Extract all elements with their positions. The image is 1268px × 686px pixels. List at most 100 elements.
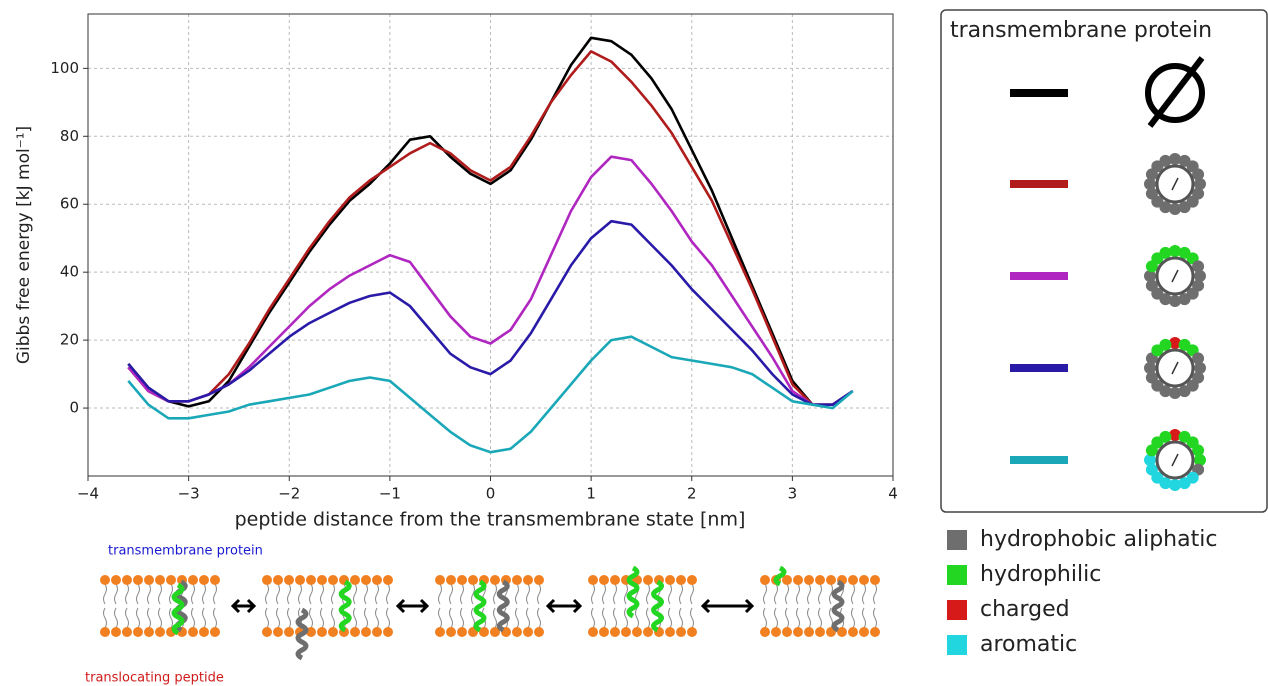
residue-bead xyxy=(1159,246,1172,259)
lipid-tail xyxy=(449,583,453,629)
lipid-head xyxy=(815,627,825,637)
transition-arrow xyxy=(395,598,430,614)
lipid-tail xyxy=(213,583,217,629)
lipid-tail xyxy=(785,583,789,629)
residue-label: hydrophilic xyxy=(980,562,1101,587)
lipid-head xyxy=(793,627,803,637)
residue-bead xyxy=(1145,371,1158,384)
lipid-head xyxy=(284,575,294,585)
residue-bead xyxy=(1194,270,1206,282)
lipid-head xyxy=(199,627,209,637)
lipid-head xyxy=(665,627,675,637)
lipid-tail xyxy=(537,583,541,629)
x-tick-label: −2 xyxy=(278,485,300,503)
lipid-head xyxy=(100,627,110,637)
lipid-head xyxy=(133,575,143,585)
lipid-tail xyxy=(331,583,335,629)
lipid-head xyxy=(870,627,880,637)
lipid-head xyxy=(837,627,847,637)
lipid-head xyxy=(621,627,631,637)
helix xyxy=(831,579,845,633)
x-tick-label: 0 xyxy=(486,485,496,503)
residue-bead xyxy=(1192,168,1205,181)
lipid-head xyxy=(273,627,283,637)
plot-frame xyxy=(87,13,894,477)
lipid-tail xyxy=(276,583,280,629)
lipid-head xyxy=(782,575,792,585)
residue-bead xyxy=(1169,337,1181,349)
lipid-tail xyxy=(471,583,475,629)
lipid-head xyxy=(210,575,220,585)
lipid-head xyxy=(295,575,305,585)
lipid-head xyxy=(133,627,143,637)
lipid-tail xyxy=(169,583,173,629)
lipid-tail xyxy=(774,583,778,629)
lipid-tail xyxy=(829,583,833,629)
lipid-head xyxy=(155,575,165,585)
lipid-head xyxy=(826,575,836,585)
residue-swatch xyxy=(947,530,967,550)
lipid-head xyxy=(793,575,803,585)
data-line xyxy=(127,50,854,406)
lipid-tail xyxy=(679,583,683,629)
lipid-tail xyxy=(796,583,800,629)
residue-label: hydrophobic aliphatic xyxy=(980,527,1217,552)
lipid-tail xyxy=(320,583,324,629)
lipid-head xyxy=(490,627,500,637)
lipid-tail xyxy=(191,583,195,629)
lipid-head xyxy=(262,627,272,637)
protein-axis xyxy=(1171,269,1179,283)
lipid-head xyxy=(372,627,382,637)
lipid-tail xyxy=(646,583,650,629)
data-line xyxy=(127,335,854,454)
lipid-head xyxy=(284,627,294,637)
lipid-tail xyxy=(364,583,368,629)
lipid-tail xyxy=(862,583,866,629)
x-tick-label: −3 xyxy=(178,485,200,503)
lipid-head xyxy=(771,627,781,637)
lipid-head xyxy=(328,575,338,585)
lipid-tail xyxy=(690,583,694,629)
lipid-head xyxy=(122,575,132,585)
lipid-tail xyxy=(375,583,379,629)
lipid-head xyxy=(188,627,198,637)
lipid-head xyxy=(317,627,327,637)
legend-title: transmembrane protein xyxy=(950,18,1212,43)
residue-bead xyxy=(1144,270,1156,282)
residue-bead xyxy=(1145,279,1158,292)
lipid-head xyxy=(446,627,456,637)
lipid-head xyxy=(782,627,792,637)
residue-bead xyxy=(1178,201,1191,214)
residue-bead xyxy=(1169,245,1181,257)
lipid-head xyxy=(111,575,121,585)
lipid-head xyxy=(435,627,445,637)
lipid-head xyxy=(610,575,620,585)
x-tick-label: 3 xyxy=(788,485,798,503)
lipid-head xyxy=(643,627,653,637)
x-tick-label: −4 xyxy=(77,485,99,503)
residue-bead xyxy=(1192,260,1205,273)
lipid-head xyxy=(144,627,154,637)
data-line xyxy=(127,219,854,406)
x-tick-label: 1 xyxy=(586,485,596,503)
lipid-head xyxy=(599,627,609,637)
x-tick-label: −1 xyxy=(379,485,401,503)
residue-swatch xyxy=(947,565,967,585)
lipid-tail xyxy=(668,583,672,629)
lipid-head xyxy=(262,575,272,585)
y-tick-label: 0 xyxy=(69,399,79,417)
lipid-head xyxy=(523,575,533,585)
lipid-head xyxy=(446,575,456,585)
lipid-head xyxy=(166,575,176,585)
transition-arrow xyxy=(230,598,257,614)
y-tick-label: 80 xyxy=(60,127,79,145)
lipid-tail xyxy=(438,583,442,629)
lipid-head xyxy=(665,575,675,585)
residue-bead xyxy=(1159,430,1172,443)
lipid-head xyxy=(273,575,283,585)
lipid-head xyxy=(512,627,522,637)
residue-bead xyxy=(1194,178,1206,190)
lipid-head xyxy=(848,627,858,637)
lipid-head xyxy=(676,627,686,637)
residue-bead xyxy=(1169,479,1181,491)
